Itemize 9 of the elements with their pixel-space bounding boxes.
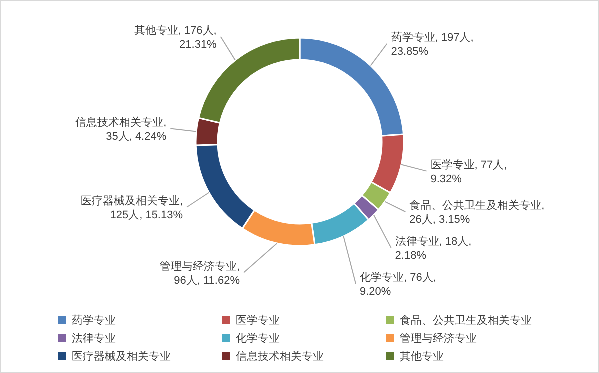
legend-label: 法律专业 bbox=[72, 332, 116, 345]
legend-label: 其他专业 bbox=[400, 350, 444, 363]
legend-label: 化学专业 bbox=[236, 332, 280, 345]
legend-label: 管理与经济专业 bbox=[400, 332, 477, 345]
legend-label: 医疗器械及相关专业 bbox=[72, 350, 171, 363]
legend-label: 医学专业 bbox=[236, 314, 280, 327]
legend-label: 药学专业 bbox=[72, 314, 116, 327]
legend-label: 信息技术相关专业 bbox=[236, 350, 324, 363]
legend-label: 食品、公共卫生及相关专业 bbox=[400, 314, 532, 327]
